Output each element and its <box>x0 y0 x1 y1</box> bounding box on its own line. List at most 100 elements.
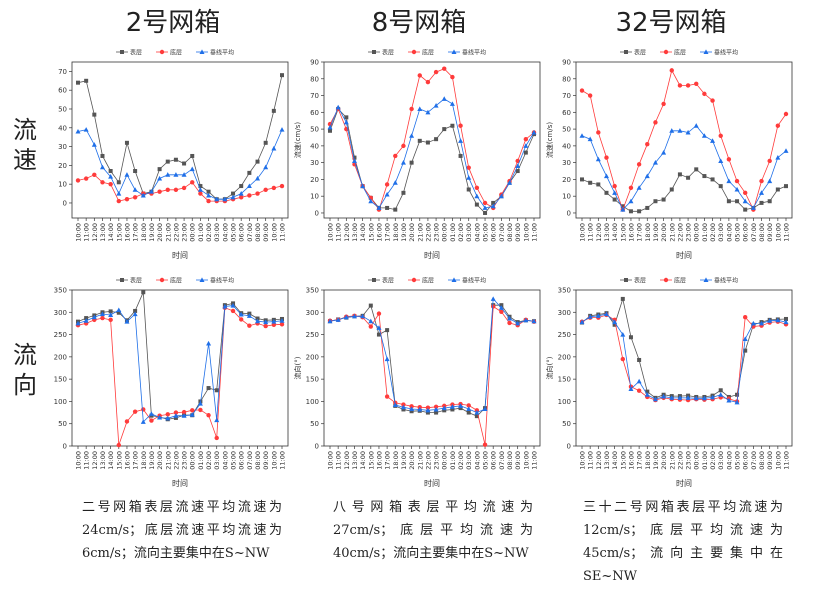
data-point <box>271 319 277 324</box>
data-point <box>653 120 658 125</box>
data-point <box>783 111 789 117</box>
data-point <box>734 186 740 192</box>
y-tick-label: 300 <box>306 309 319 317</box>
data-point <box>352 155 357 160</box>
data-point <box>182 161 187 166</box>
x-tick-label: 00:00 <box>693 223 701 242</box>
legend-marker <box>411 49 417 55</box>
y-tick-label: 60 <box>310 109 319 117</box>
data-point <box>279 322 285 327</box>
data-point <box>466 175 472 180</box>
data-point <box>587 93 593 98</box>
x-tick-label: 22:00 <box>676 223 684 242</box>
x-tick-label: 21:00 <box>668 451 676 470</box>
x-tick-label: 03:00 <box>465 223 473 242</box>
data-point <box>442 127 447 132</box>
data-point <box>743 190 748 196</box>
legend-label: 底层 <box>422 49 434 57</box>
x-tick-label: 16:00 <box>123 451 131 470</box>
legend-label: 垂线平均 <box>462 277 486 285</box>
data-point <box>206 386 211 391</box>
x-tick-label: 02:00 <box>457 223 465 242</box>
legend-marker <box>199 49 205 54</box>
legend-marker <box>411 277 417 283</box>
data-point <box>507 180 513 185</box>
chart-speed-cage-32: 表层 底层 垂线平均 0 10 20 30 40 50 60 70 80 90 流速(cm/s) 10:00… <box>544 40 799 265</box>
data-point <box>482 442 488 447</box>
y-tick-label: 350 <box>306 287 319 295</box>
x-axis-label: 时间 <box>172 478 188 488</box>
data-point <box>124 419 130 424</box>
data-point <box>165 187 170 193</box>
data-point <box>661 197 666 202</box>
x-tick-label: 14:00 <box>611 451 619 470</box>
data-point <box>604 190 609 195</box>
data-point <box>91 314 97 320</box>
data-point <box>515 158 520 164</box>
summary-cage-2: 二号网箱表层流速平均流速为24cm/s；底层流速平均流速为6cm/s；流向主要集… <box>82 500 282 561</box>
data-point <box>759 320 765 326</box>
y-tick-label: 50 <box>58 105 67 113</box>
data-point <box>181 409 187 415</box>
data-point <box>702 174 707 179</box>
y-tick-label: 300 <box>54 309 67 317</box>
x-tick-label: 12:00 <box>91 451 99 470</box>
x-axis-label: 时间 <box>424 478 440 488</box>
data-point <box>75 320 81 326</box>
data-point <box>99 311 105 317</box>
data-point <box>661 149 667 155</box>
y-tick-label: 80 <box>310 75 319 83</box>
x-tick-label: 15:00 <box>367 223 375 242</box>
x-tick-label: 20:00 <box>660 451 668 470</box>
data-point <box>644 173 650 179</box>
x-tick-label: 13:00 <box>99 223 107 242</box>
data-point <box>214 435 219 441</box>
legend-marker <box>159 49 165 55</box>
data-point <box>327 318 333 324</box>
data-point <box>750 205 756 210</box>
x-tick-label: 19:00 <box>148 223 156 242</box>
plot-frame <box>71 61 289 219</box>
data-point <box>433 103 439 108</box>
data-point <box>206 189 211 194</box>
row-label-char: 向 <box>13 371 37 399</box>
x-tick-label: 23:00 <box>685 451 693 470</box>
data-point <box>743 314 748 320</box>
data-point <box>434 410 439 415</box>
x-tick-label: 15:00 <box>115 223 123 242</box>
data-point <box>784 316 788 321</box>
x-tick-label: 22:00 <box>172 451 180 470</box>
x-tick-label: 20:00 <box>156 223 164 242</box>
series-line <box>581 125 787 211</box>
data-point <box>515 169 520 174</box>
data-point <box>116 307 122 313</box>
data-point <box>620 207 626 212</box>
y-tick-label: 40 <box>310 142 319 150</box>
data-point <box>515 320 521 326</box>
y-tick-label: 0 <box>63 199 67 207</box>
data-point <box>206 340 212 346</box>
x-axis-label: 时间 <box>676 250 692 260</box>
data-point <box>637 209 642 214</box>
data-point <box>587 136 593 142</box>
x-tick-label: 05:00 <box>230 223 238 242</box>
data-point <box>596 182 601 187</box>
data-point <box>124 172 130 177</box>
legend-label: 底层 <box>170 277 182 285</box>
data-point <box>133 308 138 313</box>
y-tick-label: 150 <box>54 376 67 384</box>
x-tick-label: 12:00 <box>91 223 99 242</box>
data-point <box>579 319 585 325</box>
data-point <box>148 189 154 194</box>
data-point <box>83 176 89 181</box>
x-tick-label: 06:00 <box>742 451 750 470</box>
data-point <box>588 180 593 185</box>
data-point <box>450 407 455 412</box>
x-tick-label: 21:00 <box>164 451 172 470</box>
x-tick-label: 16:00 <box>375 223 383 242</box>
data-point <box>99 164 105 170</box>
data-point <box>466 187 471 192</box>
data-point <box>482 200 488 206</box>
data-point <box>124 140 129 145</box>
data-point <box>653 199 658 204</box>
